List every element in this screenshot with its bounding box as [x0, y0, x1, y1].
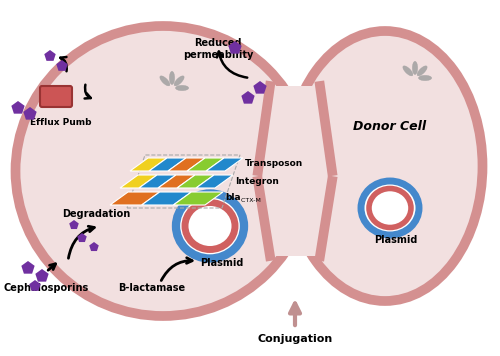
Ellipse shape [170, 71, 174, 84]
Text: Efflux Pumb: Efflux Pumb [30, 118, 92, 127]
Ellipse shape [376, 195, 404, 221]
Ellipse shape [16, 26, 310, 316]
Polygon shape [228, 41, 241, 54]
Polygon shape [242, 91, 254, 104]
Ellipse shape [176, 194, 244, 258]
Polygon shape [168, 158, 205, 171]
Text: Degradation: Degradation [62, 209, 130, 219]
Polygon shape [130, 158, 167, 171]
Ellipse shape [412, 61, 418, 74]
Text: Donor Cell: Donor Cell [354, 120, 426, 132]
Text: Integron: Integron [235, 177, 279, 185]
Text: bla: bla [225, 194, 240, 203]
Polygon shape [110, 192, 160, 205]
Text: CTX-M: CTX-M [239, 198, 261, 203]
Polygon shape [12, 101, 24, 114]
Ellipse shape [418, 75, 432, 81]
Polygon shape [22, 261, 35, 274]
Ellipse shape [288, 31, 482, 301]
Polygon shape [56, 60, 68, 71]
Ellipse shape [403, 66, 413, 76]
Polygon shape [44, 50, 56, 61]
Text: B-lactamase: B-lactamase [118, 283, 185, 293]
Polygon shape [187, 158, 224, 171]
Polygon shape [69, 220, 79, 229]
Text: Transposon: Transposon [245, 159, 303, 168]
Ellipse shape [361, 181, 419, 235]
Ellipse shape [160, 76, 170, 86]
Polygon shape [89, 242, 99, 251]
Text: Cephalosporins: Cephalosporins [3, 283, 88, 293]
Polygon shape [142, 192, 192, 205]
Polygon shape [196, 175, 233, 188]
Polygon shape [177, 175, 214, 188]
Polygon shape [77, 233, 87, 242]
Polygon shape [254, 81, 266, 94]
Ellipse shape [417, 66, 427, 76]
Ellipse shape [192, 209, 228, 242]
Polygon shape [258, 86, 332, 256]
Text: Plasmid: Plasmid [200, 258, 244, 268]
Polygon shape [149, 158, 186, 171]
Ellipse shape [176, 85, 188, 91]
Polygon shape [139, 175, 176, 188]
Polygon shape [206, 158, 243, 171]
Polygon shape [158, 175, 195, 188]
Polygon shape [30, 280, 40, 291]
FancyBboxPatch shape [40, 86, 72, 107]
Polygon shape [120, 175, 157, 188]
Polygon shape [24, 107, 36, 120]
Text: Plasmid: Plasmid [374, 235, 418, 245]
Polygon shape [36, 269, 49, 282]
Polygon shape [270, 86, 320, 256]
Text: Reduced
permeability: Reduced permeability [183, 38, 253, 59]
Text: Conjugation: Conjugation [258, 334, 332, 344]
Ellipse shape [174, 76, 184, 86]
Polygon shape [174, 192, 223, 205]
